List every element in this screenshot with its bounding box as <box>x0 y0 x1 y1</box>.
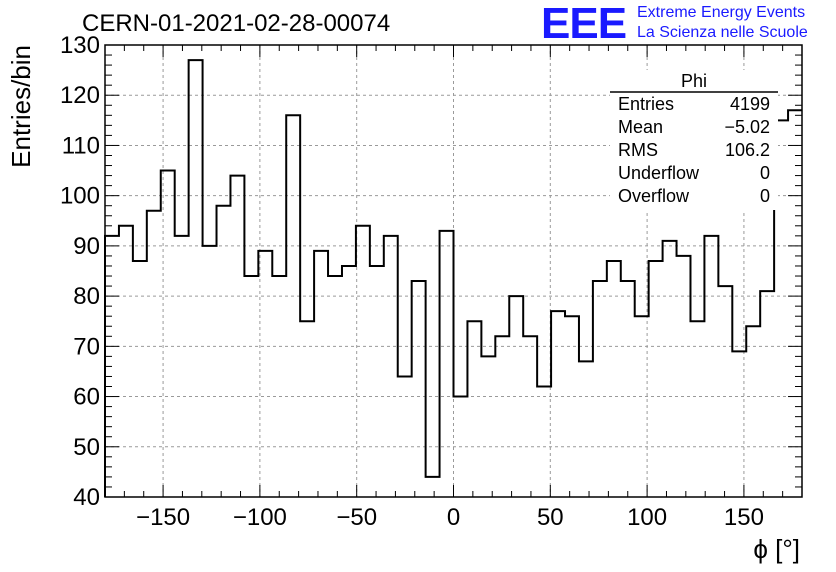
stats-row-label: Mean <box>618 117 663 137</box>
y-tick-label: 40 <box>73 484 100 511</box>
histogram-bin <box>175 236 189 497</box>
histogram-bin <box>356 226 370 497</box>
y-tick-label: 90 <box>73 233 100 260</box>
y-axis-label: Entries/bin <box>6 45 36 168</box>
y-tick-label: 110 <box>62 132 100 159</box>
histogram-bin <box>258 251 272 497</box>
stats-row-value: 0 <box>760 163 770 183</box>
histogram-bin <box>203 246 217 497</box>
histogram-bin <box>230 176 244 497</box>
histogram-bin <box>467 321 481 497</box>
histogram-bin <box>300 321 314 497</box>
histogram-bin <box>481 356 495 497</box>
histogram-bin <box>426 477 440 497</box>
x-tick-label: 0 <box>447 504 460 531</box>
histogram-bin <box>593 281 607 497</box>
histogram-bin <box>621 281 635 497</box>
histogram-bin <box>565 316 579 497</box>
histogram-bin <box>746 326 760 497</box>
eee-logo-line1: Extreme Energy Events <box>637 4 806 21</box>
histogram-bin <box>704 236 718 497</box>
histogram-bin <box>579 361 593 497</box>
histogram-bin <box>649 261 663 497</box>
x-tick-label: −150 <box>136 504 190 531</box>
histogram-bin <box>677 256 691 497</box>
y-tick-label: 60 <box>73 384 100 411</box>
histogram-bin <box>412 281 426 497</box>
chart-title: CERN-01-2021-02-28-00074 <box>82 10 391 37</box>
histogram-bin <box>189 60 203 497</box>
histogram-bin <box>551 311 565 497</box>
histogram-bin <box>119 226 133 497</box>
histogram-bin <box>147 211 161 497</box>
x-tick-label: 150 <box>724 504 764 531</box>
histogram-bin <box>314 251 328 497</box>
y-tick-label: 130 <box>60 32 100 59</box>
histogram-bin <box>495 336 509 497</box>
histogram-bin <box>286 115 300 497</box>
plot-frame <box>104 44 803 498</box>
histogram-bin <box>663 241 677 497</box>
histogram-bin <box>440 231 454 497</box>
eee-logo-line2: La Scienza nelle Scuole <box>637 24 808 41</box>
y-tick-label: 120 <box>60 82 100 109</box>
stats-box-title: Phi <box>681 71 707 91</box>
eee-logo: EEE <box>541 0 627 48</box>
y-tick-label: 80 <box>73 283 100 310</box>
y-tick-label: 100 <box>60 183 100 210</box>
stats-row-value: 0 <box>760 186 770 206</box>
histogram-bin <box>133 261 147 497</box>
histogram-bin <box>272 276 286 497</box>
stats-row-value: 106.2 <box>725 140 770 160</box>
stats-row-value: −5.02 <box>724 117 770 137</box>
histogram-bin <box>760 291 774 497</box>
x-axis-label: ϕ [°] <box>753 534 800 564</box>
stats-row-value: 4199 <box>730 94 770 114</box>
x-tick-label: 100 <box>627 504 667 531</box>
x-tick-label: 50 <box>537 504 564 531</box>
y-tick-label: 50 <box>73 434 100 461</box>
histogram-bin <box>537 387 551 497</box>
histogram-bin <box>244 276 258 497</box>
histogram-bin <box>523 336 537 497</box>
x-tick-label: −100 <box>233 504 287 531</box>
histogram-bin <box>398 376 412 497</box>
histogram-bin <box>342 266 356 497</box>
y-tick-label: 70 <box>73 333 100 360</box>
histogram-bin <box>384 236 398 497</box>
stats-row-label: Entries <box>618 94 674 114</box>
stats-row-label: RMS <box>618 140 658 160</box>
histogram-bin <box>718 286 732 497</box>
stats-row-label: Overflow <box>618 186 690 206</box>
stats-row-label: Underflow <box>618 163 700 183</box>
histogram-bin <box>607 261 621 497</box>
histogram-bin <box>690 321 704 497</box>
histogram-bin <box>788 110 802 497</box>
histogram-bin <box>370 266 384 497</box>
histogram-bin <box>635 316 649 497</box>
stats-box <box>610 70 778 210</box>
x-tick-label: −50 <box>336 504 377 531</box>
histogram-steps <box>104 59 802 497</box>
histogram-bin <box>328 276 342 497</box>
histogram-bin <box>217 206 231 497</box>
